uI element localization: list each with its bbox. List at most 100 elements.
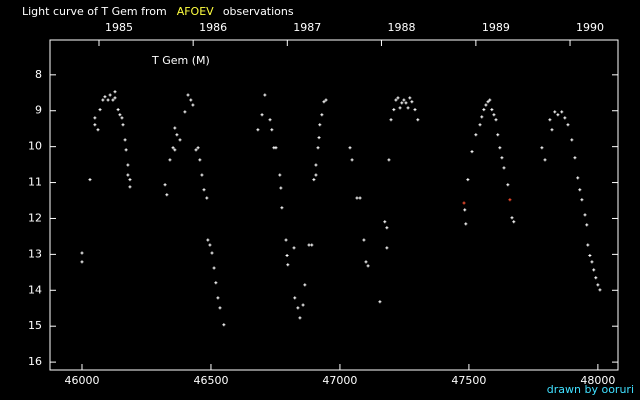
data-point (128, 185, 132, 189)
data-point (212, 266, 216, 270)
data-point (560, 110, 564, 114)
data-point (284, 238, 288, 242)
data-point (126, 163, 130, 167)
data-point (318, 123, 322, 127)
data-point (322, 100, 326, 104)
y-tick-label: 11 (28, 176, 42, 189)
data-point (548, 118, 552, 122)
data-point (592, 268, 596, 272)
data-point (118, 113, 122, 117)
data-point (508, 198, 512, 202)
data-point (178, 138, 182, 142)
data-point (106, 98, 110, 102)
data-point (324, 98, 328, 102)
data-point (128, 178, 132, 182)
data-point (410, 100, 414, 104)
data-point (378, 300, 382, 304)
x2-tick-label: 1985 (105, 21, 133, 34)
data-point (389, 118, 393, 122)
y-tick-label: 12 (28, 211, 42, 224)
x2-tick-label: 1986 (199, 21, 227, 34)
plot-frame (49, 39, 619, 371)
data-point (573, 156, 577, 160)
data-point (566, 123, 570, 127)
data-point (200, 173, 204, 177)
data-point (186, 93, 190, 97)
data-point (98, 108, 102, 112)
data-point (348, 146, 352, 150)
data-point (478, 123, 482, 127)
data-point (292, 246, 296, 250)
data-point (103, 95, 107, 99)
data-point (260, 113, 264, 117)
data-point (413, 108, 417, 112)
data-point (202, 188, 206, 192)
data-point (126, 173, 130, 177)
data-point (206, 238, 210, 242)
data-point (214, 281, 218, 285)
data-point (183, 110, 187, 114)
data-point (317, 136, 321, 140)
data-point (303, 283, 307, 287)
data-point (464, 222, 468, 226)
data-point (583, 213, 587, 217)
data-point (416, 118, 420, 122)
data-point (490, 108, 494, 112)
y-tick-label: 16 (28, 355, 42, 368)
data-point (498, 146, 502, 150)
data-point (482, 108, 486, 112)
data-point (194, 148, 198, 152)
data-point (474, 133, 478, 137)
data-point (590, 260, 594, 264)
data-point (543, 158, 547, 162)
data-point (314, 163, 318, 167)
data-point (576, 176, 580, 180)
data-point (484, 103, 488, 107)
data-point (173, 126, 177, 130)
data-point (506, 183, 510, 187)
title-part: observations (223, 5, 294, 18)
data-point (320, 113, 324, 117)
data-point (111, 98, 115, 102)
data-point (310, 243, 314, 247)
data-point (385, 246, 389, 250)
data-point (387, 158, 391, 162)
data-point (270, 128, 274, 132)
data-point (113, 96, 117, 100)
data-point (205, 196, 209, 200)
y-tick-label: 8 (35, 68, 42, 81)
x2-tick-label: 1987 (293, 21, 321, 34)
x-tick-label: 46500 (193, 374, 228, 387)
data-point (123, 138, 127, 142)
data-point (563, 116, 567, 120)
data-point (586, 243, 590, 247)
data-point (358, 196, 362, 200)
y-tick-label: 15 (28, 319, 42, 332)
data-point (222, 323, 226, 327)
data-point (570, 138, 574, 142)
x-tick-label: 47000 (322, 374, 357, 387)
data-point (594, 276, 598, 280)
data-point (556, 113, 560, 117)
x-tick-label: 46000 (64, 374, 99, 387)
data-point (116, 108, 120, 112)
data-point (293, 296, 297, 300)
data-point (314, 173, 318, 177)
data-point (492, 113, 496, 117)
data-point (408, 96, 412, 100)
data-point (216, 296, 220, 300)
data-point (196, 146, 200, 150)
data-point (364, 260, 368, 264)
data-point (500, 156, 504, 160)
data-point (394, 98, 398, 102)
data-point (585, 223, 589, 227)
data-point (404, 101, 408, 105)
data-point (402, 98, 406, 102)
data-point (350, 158, 354, 162)
data-point (385, 226, 389, 230)
data-point (256, 128, 260, 132)
data-point (296, 306, 300, 310)
data-point (540, 146, 544, 150)
data-point (316, 146, 320, 150)
